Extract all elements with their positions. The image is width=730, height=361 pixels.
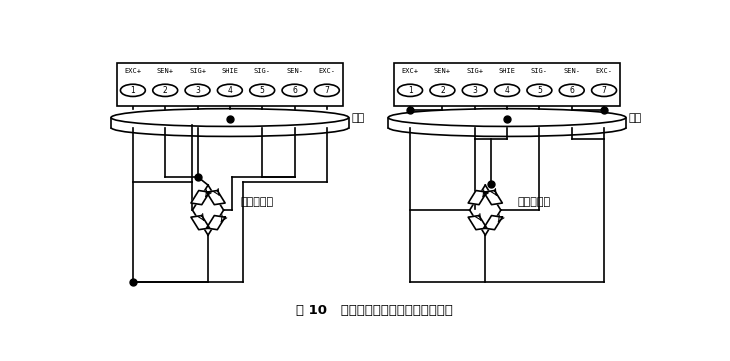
Circle shape [282,84,307,96]
Circle shape [398,84,423,96]
Text: EXC+: EXC+ [124,68,142,74]
Bar [394,63,620,106]
Text: 称重传感器: 称重传感器 [518,197,551,207]
Text: 图 10   六线制、四线制连接称重传感器: 图 10 六线制、四线制连接称重传感器 [296,304,453,317]
Text: 称重传感器: 称重传感器 [241,197,274,207]
Text: 5: 5 [537,86,542,95]
Text: 3: 3 [472,86,477,95]
Circle shape [218,84,242,96]
Circle shape [120,84,145,96]
Text: SEN+: SEN+ [157,68,174,74]
Text: SEN-: SEN- [564,68,580,74]
Text: SHIE: SHIE [499,68,515,74]
Text: 2: 2 [163,86,168,95]
Text: 6: 6 [292,86,297,95]
Text: 3: 3 [195,86,200,95]
Text: 4: 4 [504,86,510,95]
Text: 屏蔽: 屏蔽 [352,113,365,122]
Text: EXC-: EXC- [596,68,612,74]
Circle shape [315,84,339,96]
Polygon shape [191,216,210,230]
Circle shape [430,84,455,96]
Text: SIG-: SIG- [531,68,548,74]
Text: 4: 4 [228,86,232,95]
Polygon shape [484,216,502,230]
Text: SHIE: SHIE [221,68,239,74]
Polygon shape [207,216,225,230]
Text: 5: 5 [260,86,264,95]
Text: SEN+: SEN+ [434,68,451,74]
Circle shape [462,84,487,96]
Text: 2: 2 [440,86,445,95]
Text: 1: 1 [408,86,412,95]
Circle shape [559,84,584,96]
Circle shape [495,84,520,96]
Circle shape [527,84,552,96]
Text: 屏蔽: 屏蔽 [629,113,642,122]
Circle shape [153,84,177,96]
Polygon shape [484,191,502,205]
Polygon shape [207,191,225,205]
Polygon shape [191,191,210,205]
Text: 7: 7 [602,86,607,95]
Text: SEN-: SEN- [286,68,303,74]
Polygon shape [468,216,487,230]
Circle shape [185,84,210,96]
Text: SIG-: SIG- [254,68,271,74]
Text: SIG+: SIG+ [189,68,206,74]
Text: EXC-: EXC- [318,68,335,74]
Text: SIG+: SIG+ [466,68,483,74]
Text: EXC+: EXC+ [402,68,418,74]
Bar [117,63,343,106]
Text: 7: 7 [324,86,329,95]
Circle shape [250,84,274,96]
Polygon shape [468,191,487,205]
Circle shape [591,84,617,96]
Text: 6: 6 [569,86,575,95]
Text: 1: 1 [131,86,135,95]
